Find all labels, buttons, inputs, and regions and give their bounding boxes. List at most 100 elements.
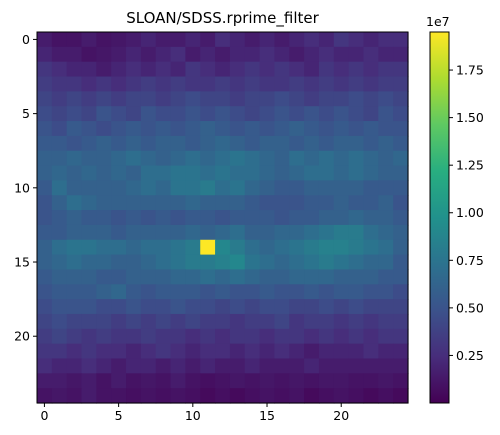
- heatmap-cell: [170, 343, 186, 360]
- heatmap-cell: [318, 239, 335, 256]
- heatmap-cell: [37, 121, 53, 137]
- heatmap-cell: [37, 373, 53, 389]
- x-tick-label: 10: [185, 408, 201, 423]
- heatmap-cell: [348, 358, 365, 374]
- heatmap-cell: [393, 358, 409, 374]
- heatmap-cell: [318, 254, 335, 271]
- y-tick-label: 20: [14, 329, 30, 344]
- heatmap-cell: [378, 313, 394, 330]
- heatmap-cell: [333, 343, 350, 360]
- heatmap-cell: [111, 254, 127, 271]
- heatmap-cell: [111, 76, 127, 92]
- heatmap-cell: [140, 135, 157, 152]
- heatmap-cell: [170, 313, 186, 330]
- heatmap-cell: [96, 269, 112, 285]
- heatmap-cell: [140, 388, 157, 404]
- heatmap-cell: [37, 388, 53, 404]
- heatmap-cell: [66, 150, 83, 167]
- heatmap-cell: [185, 61, 201, 78]
- heatmap-cell: [37, 135, 53, 152]
- heatmap-cell: [185, 32, 201, 48]
- heatmap-cell: [244, 195, 261, 211]
- heatmap-cell: [289, 180, 305, 196]
- heatmap-cell: [51, 299, 68, 315]
- heatmap-cell: [244, 299, 261, 315]
- heatmap-cell: [348, 106, 365, 122]
- heatmap-cell: [259, 61, 276, 78]
- heatmap-cell: [378, 358, 394, 374]
- heatmap-cell: [155, 121, 172, 137]
- heatmap-cell: [318, 180, 335, 196]
- heatmap-cell: [274, 299, 290, 315]
- heatmap-cell: [333, 76, 350, 92]
- y-tick-label: 0: [22, 32, 30, 47]
- heatmap-cell: [304, 373, 320, 389]
- heatmap-cell: [185, 91, 201, 107]
- heatmap-cell: [215, 284, 231, 300]
- heatmap-cell: [289, 358, 305, 374]
- heatmap-cell: [393, 91, 409, 107]
- heatmap-cell: [259, 46, 276, 63]
- heatmap-cell: [37, 106, 53, 122]
- heatmap-cell: [96, 254, 112, 271]
- heatmap-cell: [229, 91, 246, 107]
- heatmap-cell: [140, 343, 157, 360]
- heatmap-cell: [126, 135, 142, 152]
- heatmap-cell: [229, 254, 246, 271]
- heatmap-cell: [363, 269, 379, 285]
- heatmap-cell: [289, 373, 305, 389]
- heatmap-cell: [81, 195, 97, 211]
- heatmap-cell: [140, 150, 157, 167]
- heatmap-cell: [111, 32, 127, 48]
- heatmap-cell: [378, 121, 394, 137]
- heatmap-cell: [51, 150, 68, 167]
- heatmap-cell: [155, 106, 172, 122]
- heatmap-cell: [185, 195, 201, 211]
- heatmap-cell: [200, 224, 216, 241]
- heatmap-cell: [289, 269, 305, 285]
- heatmap-cell: [274, 61, 290, 78]
- heatmap-cell: [274, 135, 290, 152]
- heatmap-cell: [229, 373, 246, 389]
- heatmap-cell: [170, 195, 186, 211]
- heatmap-cell: [140, 210, 157, 226]
- heatmap-cell: [363, 388, 379, 404]
- heatmap-cell: [289, 91, 305, 107]
- heatmap-cell: [185, 284, 201, 300]
- heatmap-cell: [274, 121, 290, 137]
- heatmap-cell: [51, 210, 68, 226]
- heatmap-cell: [81, 373, 97, 389]
- heatmap-cell: [37, 299, 53, 315]
- heatmap-cell: [126, 32, 142, 48]
- heatmap-cell: [333, 150, 350, 167]
- y-tick-label: 10: [14, 180, 30, 195]
- heatmap-cell: [259, 388, 276, 404]
- heatmap-cell: [96, 313, 112, 330]
- heatmap-cell: [363, 46, 379, 63]
- heatmap-cell: [81, 269, 97, 285]
- heatmap-cell: [304, 358, 320, 374]
- heatmap-cell: [96, 195, 112, 211]
- heatmap-cell: [37, 284, 53, 300]
- heatmap-cell: [51, 91, 68, 107]
- heatmap-cell: [363, 373, 379, 389]
- heatmap-cell: [363, 210, 379, 226]
- heatmap-cell: [140, 165, 157, 181]
- heatmap-cell: [185, 224, 201, 241]
- heatmap-cell: [244, 388, 261, 404]
- heatmap-cell: [318, 76, 335, 92]
- heatmap-cell: [304, 91, 320, 107]
- heatmap-cell: [111, 150, 127, 167]
- heatmap-cell: [304, 284, 320, 300]
- heatmap-cell: [393, 61, 409, 78]
- colorbar-axis: 0.25 0.50 0.75 1.00 1.25 1.50 1.75: [449, 63, 484, 363]
- heatmap-cell: [304, 150, 320, 167]
- heatmap-cell: [363, 121, 379, 137]
- heatmap-cell: [111, 299, 127, 315]
- heatmap-cell: [81, 135, 97, 152]
- heatmap-cell: [185, 135, 201, 152]
- heatmap-cell: [229, 239, 246, 256]
- heatmap-cell: [244, 46, 261, 63]
- heatmap-cell: [215, 195, 231, 211]
